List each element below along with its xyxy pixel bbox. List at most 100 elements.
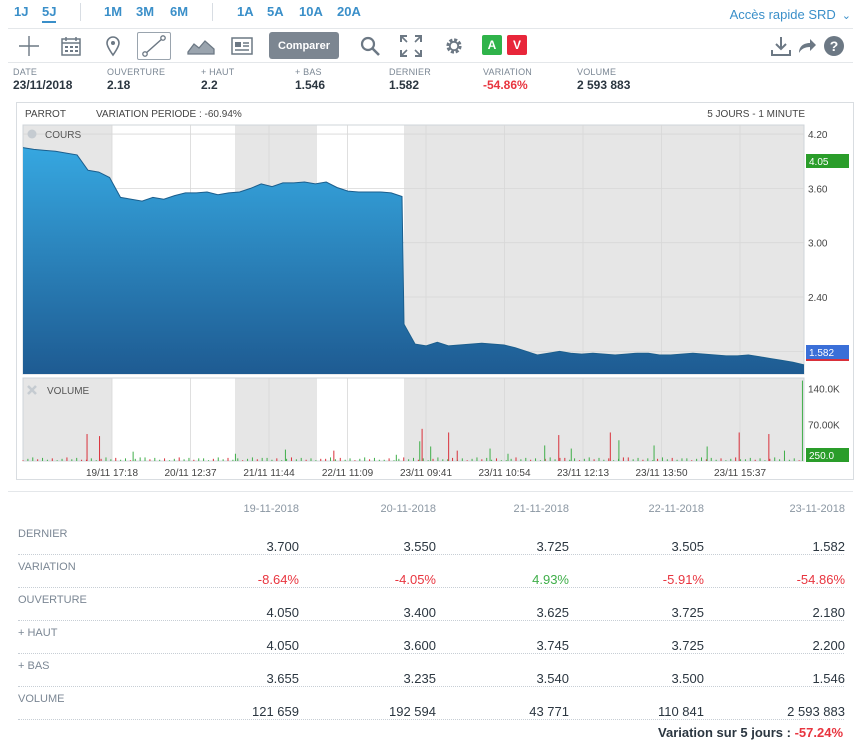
table-row: + HAUT 4.050 3.600 3.745 3.725 2.200 bbox=[18, 621, 845, 654]
time-tick-label: 23/11 15:37 bbox=[714, 468, 767, 479]
volume-panel-label: VOLUME bbox=[27, 385, 90, 397]
calendar-icon[interactable] bbox=[56, 32, 86, 60]
time-tick-label: 19/11 17:18 bbox=[86, 468, 139, 479]
quote-low: + BAS 1.546 bbox=[295, 67, 325, 92]
session-band bbox=[404, 125, 804, 374]
five-day-variation-label: Variation sur 5 jours : bbox=[658, 725, 791, 740]
table-cell: 4.050 bbox=[266, 638, 299, 653]
quote-label: VARIATION bbox=[483, 67, 532, 77]
chart-toolbar: Comparer A V ? bbox=[8, 28, 853, 62]
quote-value: 23/11/2018 bbox=[13, 78, 73, 92]
table-date-header: 20-11-2018 bbox=[380, 503, 436, 515]
table-cell: 3.625 bbox=[536, 605, 569, 620]
table-cell: 3.600 bbox=[403, 638, 436, 653]
row-label: + HAUT bbox=[18, 627, 58, 639]
volume-tick-label: 70.00K bbox=[808, 421, 840, 432]
time-tick-label: 23/11 10:54 bbox=[478, 468, 531, 479]
period-20a[interactable]: 20A bbox=[337, 4, 361, 19]
time-tick-label: 22/11 11:09 bbox=[322, 468, 374, 479]
price-chart[interactable]: PARROT VARIATION PERIODE : -60.94% 5 JOU… bbox=[16, 102, 854, 480]
close-icon[interactable] bbox=[27, 385, 37, 395]
gear-icon[interactable] bbox=[439, 32, 469, 60]
row-label: OUVERTURE bbox=[18, 594, 87, 606]
session-band bbox=[23, 378, 112, 461]
svg-text:?: ? bbox=[830, 38, 839, 54]
table-cell: 2.200 bbox=[812, 638, 845, 653]
quote-value: 2.18 bbox=[107, 78, 131, 92]
gear-icon[interactable] bbox=[27, 129, 37, 139]
session-band bbox=[235, 378, 317, 461]
srd-quick-access[interactable]: Accès rapide SRD ⌄ bbox=[730, 7, 851, 22]
time-tick-label: 20/11 12:37 bbox=[164, 468, 217, 479]
quote-last: DERNIER 1.582 bbox=[389, 67, 431, 92]
quote-label: DERNIER bbox=[389, 67, 431, 77]
table-cell: 4.050 bbox=[266, 605, 299, 620]
period-1m[interactable]: 1M bbox=[104, 4, 123, 19]
table-cell: 4.93% bbox=[532, 572, 569, 587]
quote-value: 1.546 bbox=[295, 78, 326, 92]
area-chart-icon[interactable] bbox=[184, 32, 218, 60]
period-3m[interactable]: 3M bbox=[136, 4, 155, 19]
period-10a[interactable]: 10A bbox=[299, 4, 323, 19]
quote-label: DATE bbox=[13, 67, 38, 77]
pin-icon[interactable] bbox=[98, 32, 128, 60]
table-cell: -5.91% bbox=[662, 572, 704, 587]
table-row: DERNIER 3.700 3.550 3.725 3.505 1.582 bbox=[18, 522, 845, 555]
quote-summary: DATE 23/11/2018 OUVERTURE 2.18 + HAUT 2.… bbox=[8, 62, 853, 98]
period-selector: 1J 5J 1M 3M 6M 1A 5A 10A 20A Accès rapid… bbox=[0, 0, 859, 28]
line-draw-icon[interactable] bbox=[137, 32, 171, 60]
price-tick-label: 3.00 bbox=[808, 239, 828, 250]
search-icon[interactable] bbox=[355, 32, 385, 60]
period-5j[interactable]: 5J bbox=[42, 4, 57, 23]
download-icon[interactable] bbox=[766, 32, 796, 60]
cours-label: COURS bbox=[45, 130, 81, 141]
quote-value: -54.86% bbox=[483, 78, 528, 92]
price-tick-label: 4.20 bbox=[808, 130, 828, 141]
table-cell: 3.700 bbox=[266, 539, 299, 554]
table-cell: 3.400 bbox=[403, 605, 436, 620]
table-cell: 110 841 bbox=[657, 704, 704, 719]
table-date-header: 19-11-2018 bbox=[243, 503, 299, 515]
table-cell: 3.500 bbox=[671, 671, 704, 686]
quote-date: DATE 23/11/2018 bbox=[13, 67, 72, 92]
quote-high: + HAUT 2.2 bbox=[201, 67, 234, 92]
compare-button[interactable]: Comparer bbox=[269, 32, 339, 59]
divider bbox=[80, 3, 81, 21]
divider bbox=[212, 3, 213, 21]
quote-label: VOLUME bbox=[577, 67, 617, 77]
news-icon[interactable] bbox=[227, 32, 257, 60]
table-cell: 3.550 bbox=[403, 539, 436, 554]
badge-v-button[interactable]: V bbox=[507, 35, 527, 55]
table-row: VARIATION -8.64% -4.05% 4.93% -5.91% -54.86% bbox=[18, 555, 845, 588]
quote-open: OUVERTURE 2.18 bbox=[107, 67, 165, 92]
chart-variation-period: VARIATION PERIODE : -60.94% bbox=[96, 109, 242, 120]
period-5a[interactable]: 5A bbox=[267, 4, 284, 19]
row-label: VOLUME bbox=[18, 693, 65, 705]
quote-variation: VARIATION -54.86% bbox=[483, 67, 532, 92]
badge-a-button[interactable]: A bbox=[482, 35, 502, 55]
fullscreen-icon[interactable] bbox=[396, 32, 426, 60]
share-icon[interactable] bbox=[792, 32, 822, 60]
table-cell: 3.725 bbox=[536, 539, 569, 554]
period-1j[interactable]: 1J bbox=[14, 4, 29, 19]
last-price-underline bbox=[806, 359, 849, 361]
volume-tick-label: 140.0K bbox=[808, 384, 840, 395]
table-cell: 2.180 bbox=[812, 605, 845, 620]
last-price-badge-text: 1.582 bbox=[809, 348, 834, 359]
five-day-variation: Variation sur 5 jours : -57.24% bbox=[658, 725, 843, 740]
quote-value: 2.2 bbox=[201, 78, 218, 92]
help-icon[interactable]: ? bbox=[819, 32, 849, 60]
table-cell: 3.745 bbox=[536, 638, 569, 653]
time-tick-label: 23/11 13:50 bbox=[635, 468, 688, 479]
quote-label: + BAS bbox=[295, 67, 322, 77]
period-6m[interactable]: 6M bbox=[170, 4, 189, 19]
open-price-badge bbox=[806, 154, 849, 168]
price-area bbox=[23, 147, 804, 374]
table-cell: 192 594 bbox=[389, 704, 436, 719]
price-tick-label: 2.40 bbox=[808, 293, 828, 304]
table-cell: -54.86% bbox=[796, 572, 845, 587]
table-row: OUVERTURE 4.050 3.400 3.625 3.725 2.180 bbox=[18, 588, 845, 621]
crosshair-icon[interactable] bbox=[14, 32, 44, 60]
period-1a[interactable]: 1A bbox=[237, 4, 254, 19]
